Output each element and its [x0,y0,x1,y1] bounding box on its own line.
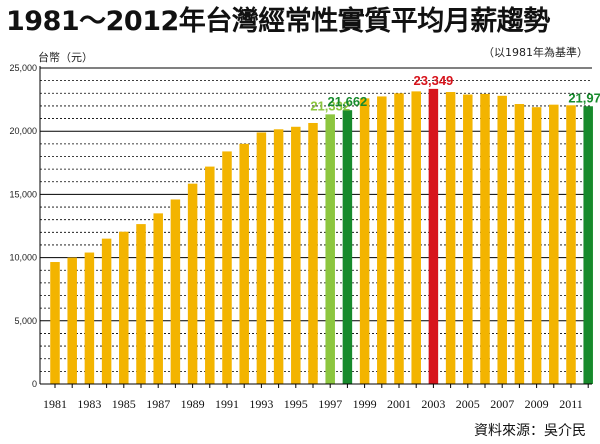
x-tick-label: 1999 [353,397,377,411]
y-tick-label: 25,000 [9,63,37,73]
data-label: 23,349 [414,73,454,88]
bar-1993 [256,132,267,384]
bar-2009 [531,107,542,385]
bar-1987 [153,213,163,384]
bar-2002 [411,91,421,384]
bar-1991 [222,151,232,384]
bar-1997 [325,114,335,385]
axes [39,66,592,388]
bars [50,88,593,385]
chart-subtitle: （以1981年為基準） [483,46,588,59]
bar-2010 [549,104,559,384]
source-note: 資料來源：吳介民 [474,423,586,439]
bar-2000 [377,96,387,384]
bar-2005 [463,94,473,384]
bar-1988 [170,199,181,384]
bar-2011 [566,105,576,384]
x-tick-label: 2001 [387,397,411,411]
y-tick-label: 20,000 [9,126,37,136]
x-tick-label: 1981 [43,397,67,411]
bar-1990 [205,166,215,384]
y-tick-labels: 0 5,000 10,000 15,000 20,000 25,000 [9,63,37,389]
bar-1996 [308,122,318,384]
bar-2006 [480,93,490,384]
x-tick-label: 1987 [146,397,170,411]
x-tick-label: 1997 [318,397,342,411]
x-tick-label: 2011 [559,397,583,411]
x-tick-label: 2009 [525,397,549,411]
x-tick-label: 1991 [215,397,239,411]
x-tick-label: 1989 [181,397,205,411]
bar-1994 [273,129,284,384]
bar-1995 [291,126,301,384]
x-tick-label: 1993 [249,397,273,411]
y-tick-label: 10,000 [9,253,37,263]
x-tick-labels: 1981 1983 1985 1987 1989 1991 1993 1995 1997 1999… [43,397,583,411]
bar-2012 [583,106,593,385]
y-axis-label: 台幣（元） [38,51,93,64]
y-tick-label: 0 [32,379,37,389]
bar-1982 [67,257,77,384]
x-tick-label: 2003 [421,397,445,411]
x-tick-label: 1983 [77,397,101,411]
bar-2007 [497,95,507,384]
bar-2001 [394,93,404,384]
y-tick-label: 15,000 [9,189,37,199]
bar-2004 [445,92,456,385]
chart-title: 1981～2012年台灣經常性實質平均月薪趨勢 [6,6,550,37]
bar-2008 [514,104,525,385]
bar-1981 [50,262,60,384]
data-label: 21,662 [328,94,368,109]
x-tick-label: 1995 [284,397,308,411]
bar-1984 [101,238,112,384]
x-tick-label: 2007 [490,397,514,411]
bar-1998 [342,110,353,384]
data-label: 21,972 [568,90,600,105]
bar-1992 [239,143,249,384]
bar-1983 [84,252,95,384]
x-tick-label: 1985 [112,397,136,411]
bar-2003 [428,88,439,385]
x-tick-label: 2005 [456,397,480,411]
bar-1985 [119,231,129,384]
bar-1986 [136,224,146,384]
data-label: 21,332 [310,98,350,113]
bar-1999 [359,98,370,384]
y-tick-label: 5,000 [14,316,37,326]
bar-1989 [187,183,198,384]
